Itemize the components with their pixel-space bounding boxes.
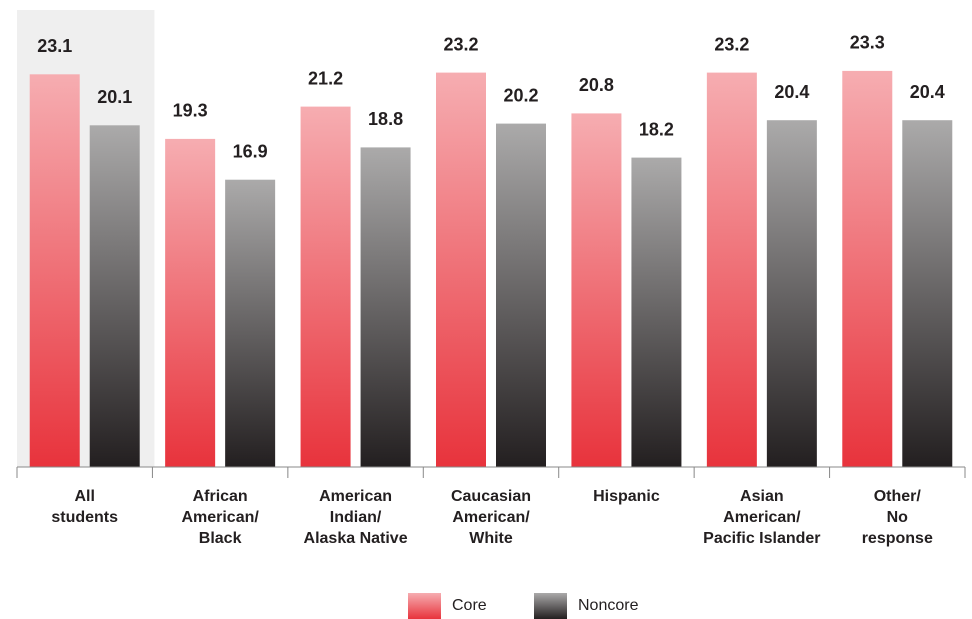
- x-tick-label: American Indian/ Alaska Native: [303, 488, 408, 547]
- value-label: 23.1: [37, 36, 72, 56]
- legend-swatch: [408, 593, 441, 619]
- x-tick-label: Asian American/ Pacific Islander: [703, 488, 821, 547]
- bar: [225, 179, 276, 467]
- bar: [842, 70, 893, 468]
- value-label: 20.4: [774, 82, 809, 102]
- value-label: 23.2: [443, 34, 478, 54]
- bar: [360, 147, 411, 467]
- x-tick-label: All students: [51, 488, 119, 526]
- bar: [766, 120, 817, 467]
- x-tick-label: African American/ Black: [181, 488, 259, 547]
- x-tick-label: Other/ No response: [861, 488, 933, 547]
- x-tick-label: Caucasian American/ White: [450, 488, 532, 547]
- value-label: 20.1: [97, 87, 132, 107]
- legend-swatch: [534, 593, 567, 619]
- bar: [89, 125, 140, 468]
- legend-label: Noncore: [578, 597, 639, 614]
- value-label: 19.3: [173, 101, 208, 121]
- value-label: 18.2: [639, 119, 674, 139]
- value-label: 16.9: [233, 141, 268, 161]
- bar: [571, 113, 622, 468]
- bar: [706, 72, 757, 467]
- bar: [436, 72, 486, 467]
- bar: [902, 120, 953, 467]
- bar: [300, 106, 351, 467]
- legend-label: Core: [452, 597, 487, 614]
- bar: [165, 138, 216, 467]
- value-label: 18.8: [368, 109, 403, 129]
- value-label: 23.2: [714, 34, 749, 54]
- value-label: 20.2: [503, 85, 538, 105]
- bar: [29, 74, 80, 468]
- bar: [496, 123, 546, 467]
- x-tick-label: Hispanic: [593, 488, 660, 505]
- bar: [631, 157, 682, 467]
- value-label: 20.8: [579, 75, 614, 95]
- value-label: 23.3: [850, 33, 885, 53]
- value-label: 20.4: [910, 82, 945, 102]
- value-label: 21.2: [308, 68, 343, 88]
